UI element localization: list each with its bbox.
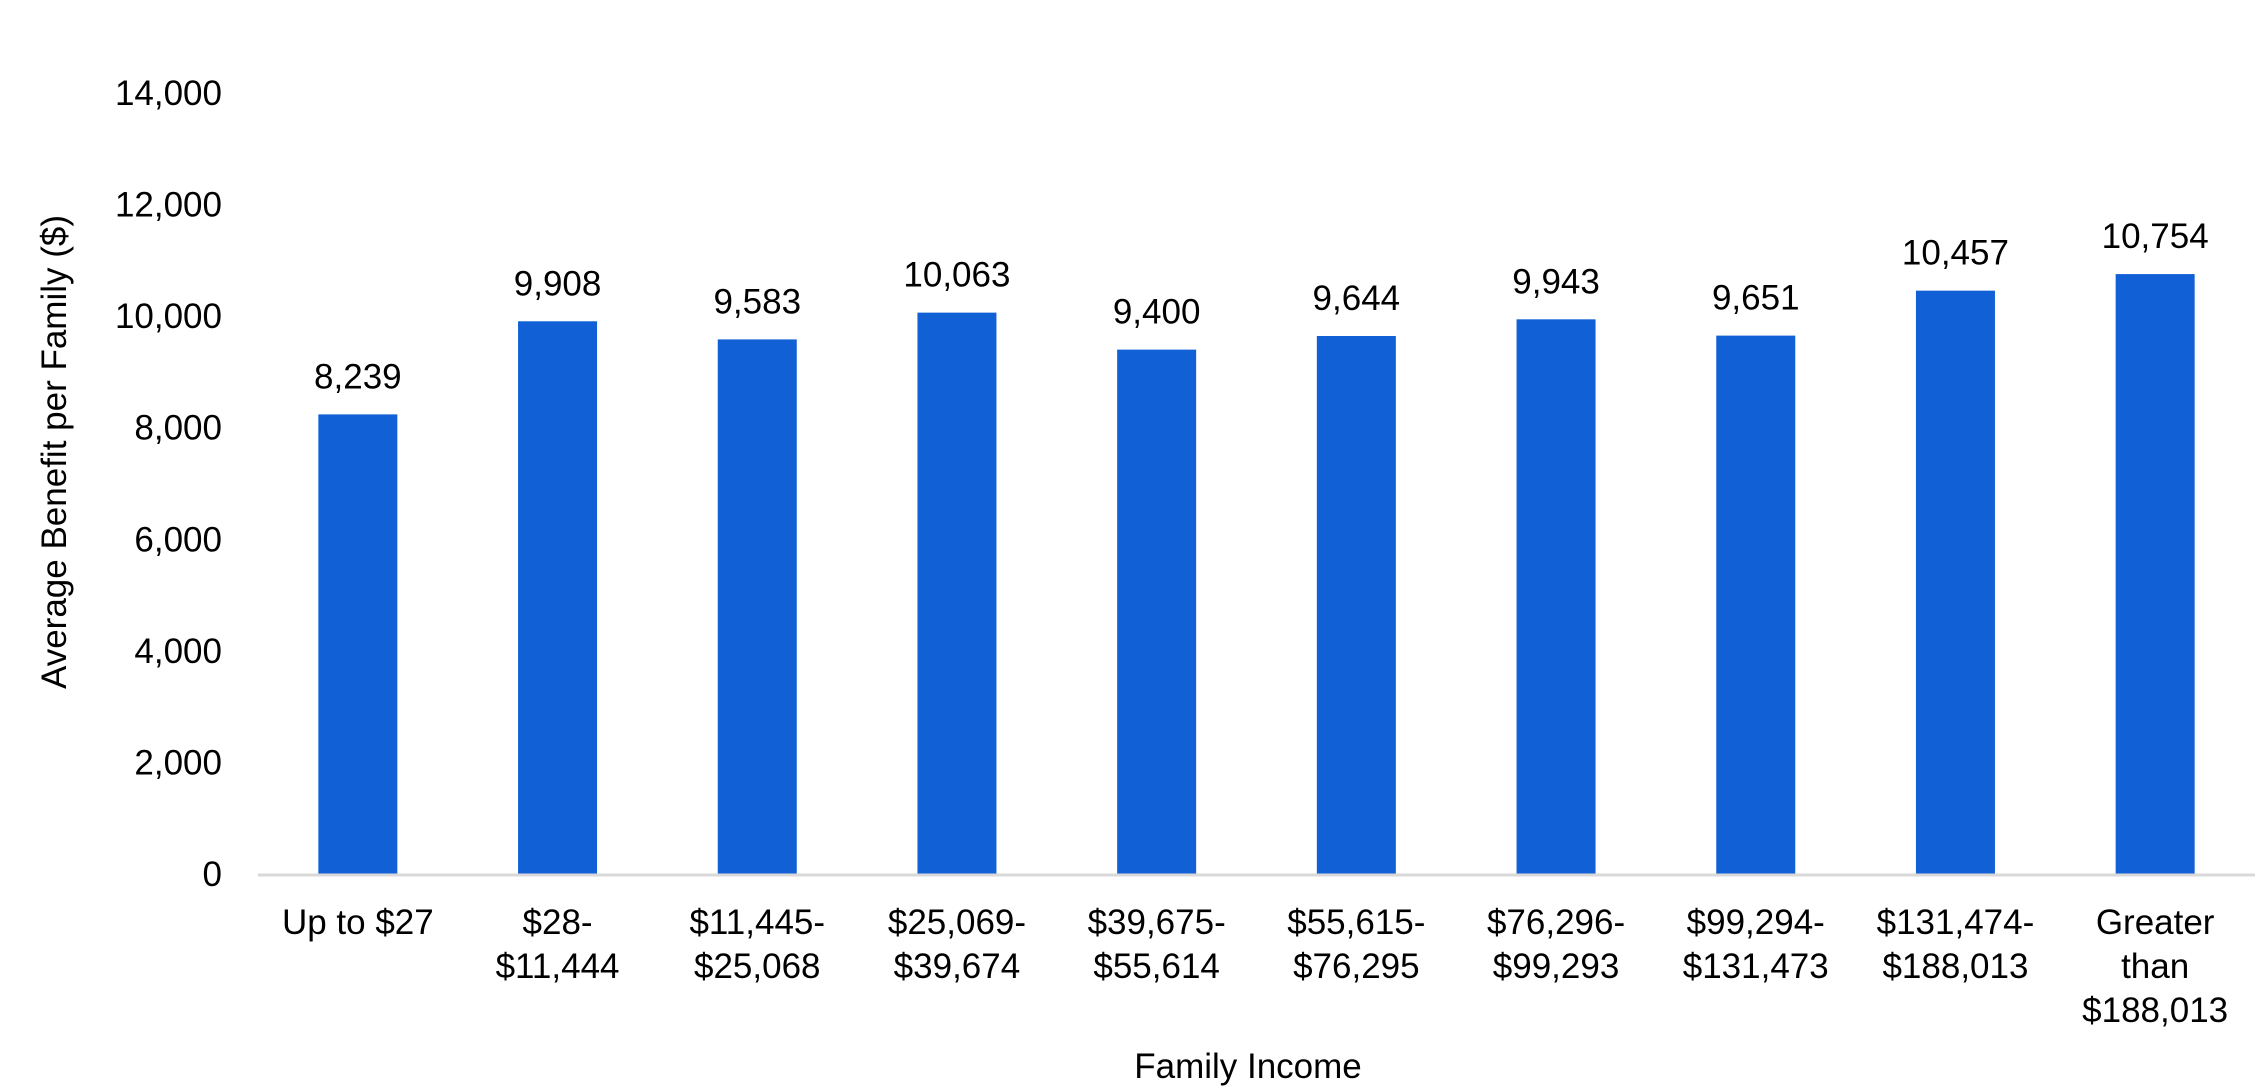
x-tick-label-line: Up to $27 <box>282 903 434 942</box>
bar-value-label: 10,754 <box>2102 217 2209 256</box>
bar-value-label: 9,651 <box>1712 279 1800 318</box>
x-tick-label: $39,675- $55,614 <box>1088 903 1226 986</box>
y-tick-label: 4,000 <box>134 632 222 671</box>
x-tick-label-line: than <box>2121 947 2189 986</box>
x-tick-label: $11,445- $25,068 <box>689 903 825 986</box>
x-tick-label-line: $76,295 <box>1293 947 1420 986</box>
x-tick-label: Greater than $188,013 <box>2082 903 2228 1030</box>
x-tick-label-line: $25,068 <box>694 947 821 986</box>
x-tick-label: $76,296- $99,293 <box>1487 903 1625 986</box>
x-tick-label: Up to $27 <box>282 903 434 942</box>
y-axis-ticks: 0 2,000 4,000 6,000 8,000 10,000 12,000 14,000 <box>115 74 222 894</box>
bar <box>2115 274 2195 874</box>
bar <box>1117 349 1197 875</box>
x-tick-label-line: $39,675- <box>1088 903 1226 942</box>
y-tick-label: 10,000 <box>115 297 222 336</box>
x-tick-label-line: $188,013 <box>2082 991 2228 1030</box>
x-tick-label-line: $39,674 <box>894 947 1021 986</box>
x-tick-label-line: Greater <box>2096 903 2215 942</box>
bar <box>1516 319 1596 874</box>
bar <box>917 312 997 874</box>
data-labels: 8,239 9,908 9,583 10,063 9,400 9,644 9,943 9,65… <box>314 217 2209 396</box>
x-tick-label-line: $131,473 <box>1683 947 1829 986</box>
bar-value-label: 9,583 <box>713 282 801 321</box>
bar-value-label: 9,908 <box>514 264 602 303</box>
x-tick-label-line: $99,293 <box>1493 947 1620 986</box>
x-tick-label-line: $25,069- <box>888 903 1026 942</box>
x-tick-label-line: $76,296- <box>1487 903 1625 942</box>
x-tick-label: $55,615- $76,295 <box>1287 903 1425 986</box>
y-tick-label: 6,000 <box>134 520 222 559</box>
y-tick-label: 14,000 <box>115 74 222 113</box>
bar-value-label: 10,457 <box>1902 234 2009 273</box>
y-tick-label: 12,000 <box>115 186 222 225</box>
x-tick-label: $28- $11,444 <box>496 903 620 986</box>
y-tick-label: 0 <box>203 855 222 894</box>
bar <box>1316 336 1396 874</box>
y-tick-label: 8,000 <box>134 409 222 448</box>
bar-value-label: 9,943 <box>1512 262 1600 301</box>
x-tick-label: $99,294- $131,473 <box>1683 903 1829 986</box>
y-tick-label: 2,000 <box>134 743 222 782</box>
x-tick-label-line: $11,444 <box>496 947 620 986</box>
x-tick-label-line: $99,294- <box>1687 903 1825 942</box>
x-tick-label-line: $131,474- <box>1877 903 2035 942</box>
x-axis-title: Family Income <box>1134 1047 1362 1086</box>
bar <box>1716 335 1796 874</box>
x-tick-label-line: $188,013 <box>1882 947 2028 986</box>
x-tick-label: $25,069- $39,674 <box>888 903 1026 986</box>
bar <box>1915 290 1995 874</box>
bar <box>717 339 797 874</box>
bar-value-label: 10,063 <box>903 256 1010 295</box>
x-tick-label: $131,474- $188,013 <box>1877 903 2035 986</box>
x-tick-label-line: $11,445- <box>689 903 825 942</box>
bar-value-label: 9,400 <box>1113 293 1201 332</box>
bar <box>518 321 598 874</box>
bar-value-label: 8,239 <box>314 357 402 396</box>
x-tick-label-line: $55,615- <box>1287 903 1425 942</box>
bar <box>318 414 398 874</box>
x-axis-ticks: Up to $27 $28- $11,444 $11,445- $25,068 $25,0… <box>282 903 2228 1030</box>
x-tick-label-line: $28- <box>523 903 593 942</box>
y-axis-title: Average Benefit per Family ($) <box>35 215 74 689</box>
bars <box>318 274 2195 875</box>
bar-value-label: 9,644 <box>1313 279 1401 318</box>
x-tick-label-line: $55,614 <box>1093 947 1220 986</box>
